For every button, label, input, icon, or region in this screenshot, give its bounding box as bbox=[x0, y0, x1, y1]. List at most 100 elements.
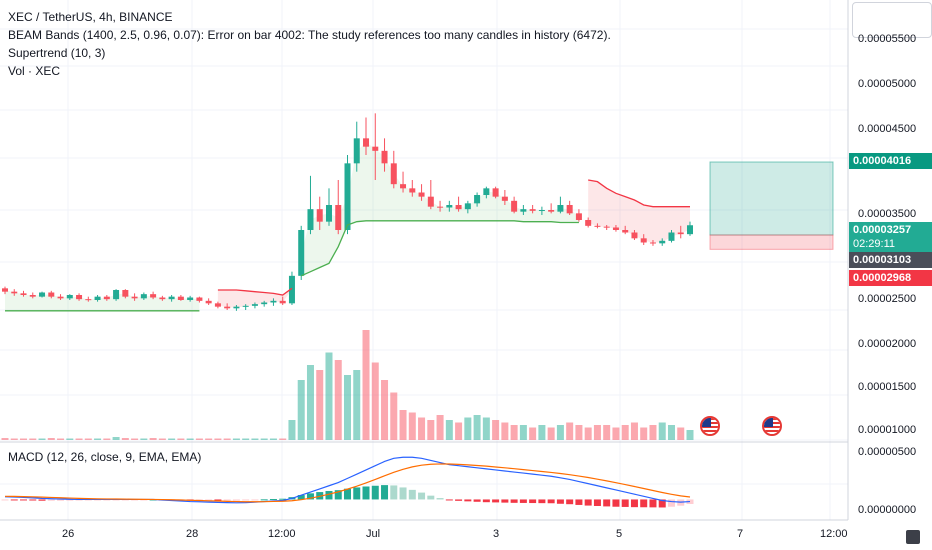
candle-body bbox=[39, 292, 46, 297]
current-price: 0.00003257 bbox=[853, 224, 912, 236]
macd-histogram-bar bbox=[20, 499, 28, 501]
volume-bar bbox=[362, 330, 370, 440]
macd-histogram-bar bbox=[556, 499, 564, 504]
macd-histogram-bar bbox=[57, 499, 65, 501]
macd-legend[interactable]: MACD (12, 26, close, 9, EMA, EMA) bbox=[8, 450, 202, 464]
candle-body bbox=[631, 232, 638, 239]
candle-body bbox=[196, 297, 203, 301]
volume-bar bbox=[94, 438, 102, 440]
candle-countdown: 02:29:11 bbox=[853, 238, 896, 250]
candle-body bbox=[57, 296, 64, 299]
macd-histogram-bar bbox=[260, 499, 268, 501]
price-axis-label: 0.00001500 bbox=[858, 381, 917, 393]
candle-body bbox=[594, 225, 601, 227]
candle-body bbox=[2, 288, 8, 292]
volume-bar bbox=[121, 438, 129, 440]
volume-bar bbox=[269, 438, 277, 440]
candle-body bbox=[659, 240, 666, 244]
candle-body bbox=[261, 302, 268, 305]
macd-histogram-bar bbox=[1, 499, 9, 501]
macd-histogram-bar bbox=[325, 491, 333, 500]
macd-histogram-bar bbox=[306, 493, 314, 500]
candles bbox=[2, 113, 693, 311]
volume-bar bbox=[547, 427, 555, 440]
candle-body bbox=[150, 294, 157, 298]
candle-body bbox=[520, 209, 527, 212]
candle-body bbox=[529, 209, 536, 211]
candle-body bbox=[20, 293, 27, 295]
volume-bar bbox=[510, 425, 518, 440]
settings-button[interactable] bbox=[852, 2, 932, 38]
macd-pane bbox=[1, 456, 694, 508]
macd-histogram-bar bbox=[473, 499, 481, 502]
volume-bar bbox=[482, 417, 490, 440]
volume-bar bbox=[658, 422, 666, 440]
candle-body bbox=[177, 296, 184, 300]
time-axis-label: 5 bbox=[616, 528, 623, 540]
volume-bar bbox=[57, 438, 65, 440]
volume-bar bbox=[325, 352, 333, 440]
macd-histogram-bar bbox=[621, 499, 629, 507]
volume-legend[interactable]: Vol · XEC bbox=[8, 64, 61, 78]
candle-body bbox=[437, 206, 444, 208]
macd-histogram-bar bbox=[630, 499, 638, 508]
volume-bar bbox=[344, 375, 351, 440]
candle-body bbox=[677, 232, 684, 235]
volume-bar bbox=[20, 438, 28, 440]
volume-bar bbox=[223, 438, 231, 440]
symbol-title[interactable]: XEC / TetherUS, 4h, BINANCE bbox=[8, 10, 173, 24]
candle-body bbox=[325, 205, 332, 222]
us-flag-icon[interactable] bbox=[762, 416, 782, 436]
price-axis-label: 0.00003500 bbox=[858, 208, 917, 220]
macd-histogram-bar bbox=[38, 499, 46, 501]
candle-body bbox=[11, 291, 18, 294]
candle-body bbox=[427, 196, 434, 207]
volume-bar bbox=[353, 370, 361, 440]
volume-bar bbox=[529, 427, 537, 440]
candle-body bbox=[214, 303, 221, 307]
beam-bands-legend[interactable]: BEAM Bands (1400, 2.5, 0.96, 0.07): Erro… bbox=[8, 28, 611, 42]
candle-body bbox=[85, 299, 92, 301]
candle-body bbox=[168, 296, 175, 300]
macd-histogram-bar bbox=[344, 488, 351, 500]
candle-body bbox=[418, 192, 425, 197]
time-axis-label: Jul bbox=[366, 528, 381, 540]
volume-bar bbox=[1, 438, 9, 440]
macd-histogram-bar bbox=[510, 499, 518, 503]
supertrend-fill bbox=[588, 180, 690, 243]
candle-body bbox=[66, 295, 73, 299]
volume-bar bbox=[279, 438, 287, 440]
macd-histogram-bar bbox=[334, 490, 342, 500]
time-axis-label: 3 bbox=[493, 528, 500, 540]
candle-body bbox=[538, 210, 545, 211]
volume-bar bbox=[464, 417, 472, 440]
candle-body bbox=[159, 297, 166, 300]
volume-bars bbox=[1, 330, 694, 440]
volume-bar bbox=[38, 438, 46, 440]
time-axis-label: 26 bbox=[62, 528, 75, 540]
candle-body bbox=[603, 226, 610, 228]
supertrend-segment bbox=[300, 220, 579, 277]
macd-histogram-bar bbox=[603, 499, 611, 507]
macd-histogram-bar bbox=[538, 499, 546, 504]
volume-bar bbox=[427, 420, 435, 440]
chart-settings-icon[interactable] bbox=[906, 530, 920, 544]
candle-body bbox=[363, 138, 370, 147]
macd-histogram-bar bbox=[399, 487, 407, 500]
supertrend-line bbox=[5, 179, 690, 312]
volume-bar bbox=[10, 438, 18, 440]
volume-bar bbox=[140, 438, 148, 440]
us-flag-icon[interactable] bbox=[700, 416, 720, 436]
candle-body bbox=[279, 300, 286, 304]
supertrend-legend[interactable]: Supertrend (10, 3) bbox=[8, 46, 106, 60]
price-axis-label: 0.00005000 bbox=[858, 78, 917, 90]
macd-histogram-bar bbox=[66, 499, 74, 501]
take-profit-zone bbox=[709, 161, 834, 236]
macd-histogram-bar bbox=[381, 485, 389, 500]
stop-loss-tag: 0.00002968 bbox=[849, 270, 932, 286]
macd-histogram-bar bbox=[371, 485, 379, 500]
candle-body bbox=[205, 300, 212, 304]
candle-body bbox=[474, 195, 481, 204]
candle-body bbox=[400, 184, 407, 189]
